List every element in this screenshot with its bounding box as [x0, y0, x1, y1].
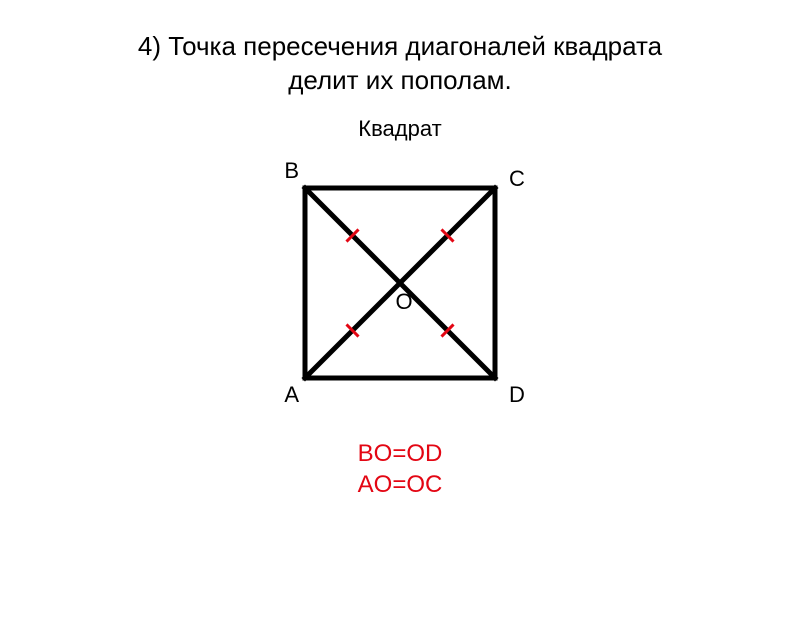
title-line1: 4) Точка пересечения диагоналей квадрата [138, 31, 662, 61]
figure-label: Квадрат [0, 116, 800, 142]
diagram-container: B C A D O [0, 148, 800, 428]
equations: BO=OD AO=OC [0, 438, 800, 500]
svg-text:A: A [284, 382, 299, 407]
equation-1: BO=OD [358, 440, 443, 467]
svg-text:B: B [284, 158, 299, 183]
problem-title: 4) Точка пересечения диагоналей квадрата… [0, 30, 800, 98]
svg-text:O: O [395, 289, 412, 314]
equation-2: AO=OC [358, 471, 443, 498]
svg-text:C: C [509, 166, 525, 191]
svg-text:D: D [509, 382, 525, 407]
title-line2: делит их пополам. [288, 65, 512, 95]
square-diagram: B C A D O [250, 148, 550, 428]
